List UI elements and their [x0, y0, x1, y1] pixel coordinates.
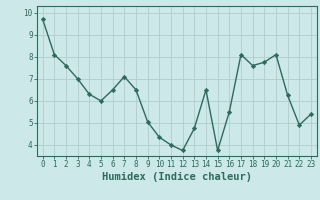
X-axis label: Humidex (Indice chaleur): Humidex (Indice chaleur) — [102, 172, 252, 182]
